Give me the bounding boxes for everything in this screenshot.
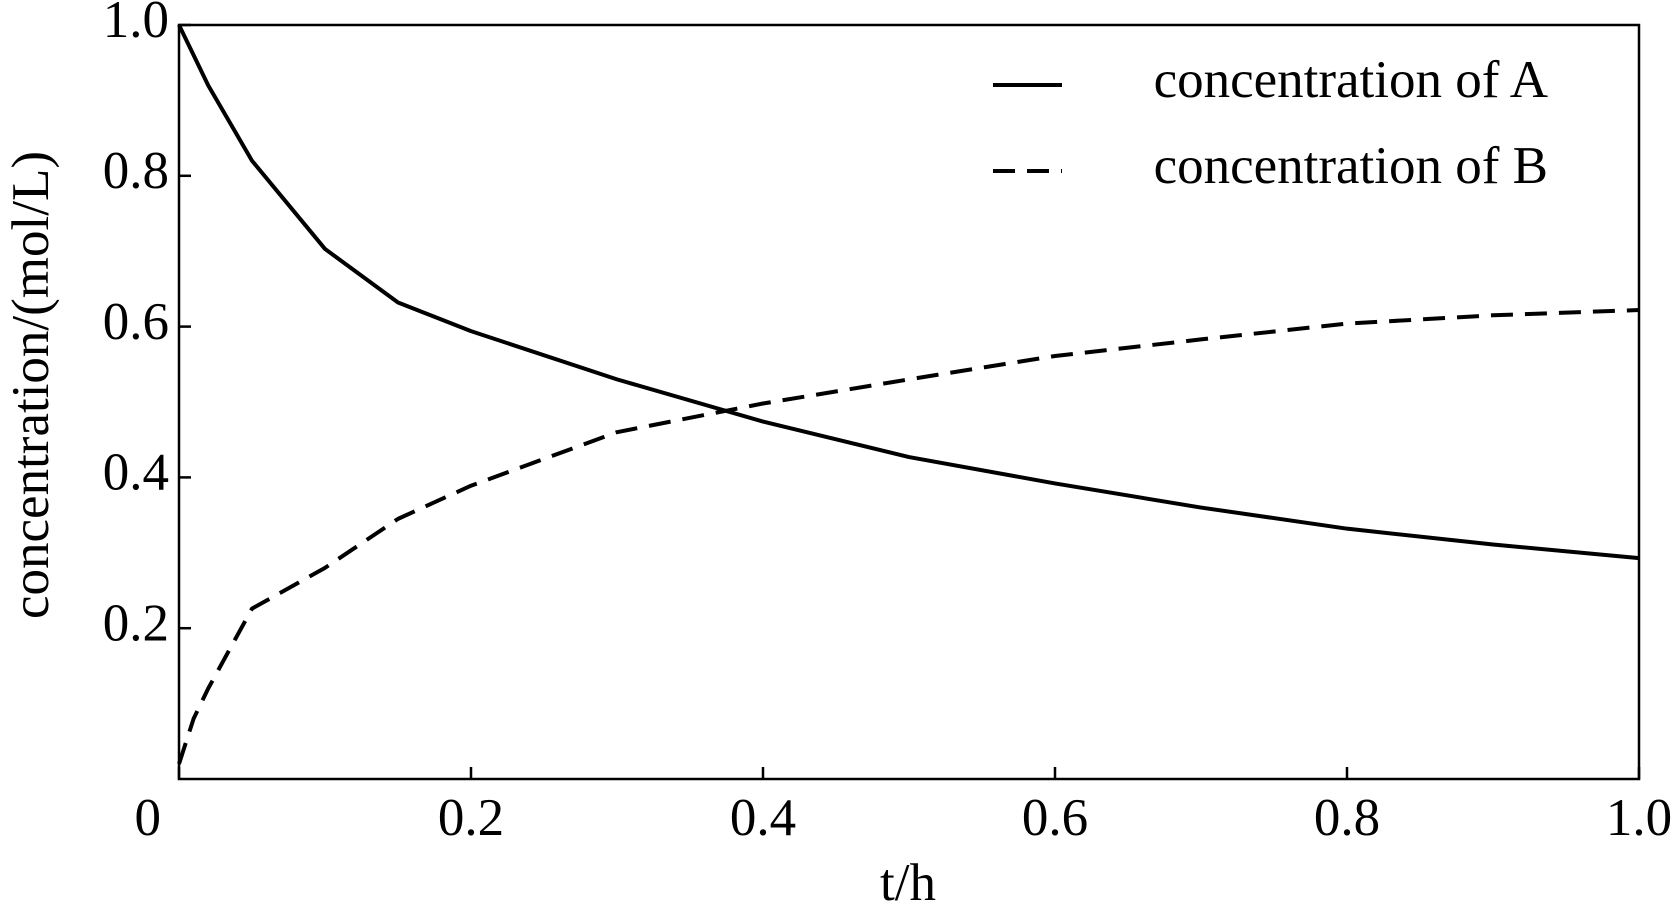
x-tick-label: 0.8 (1314, 789, 1380, 847)
x-tick-label: 0.2 (438, 789, 504, 847)
y-axis-label: concentration/(mol/L) (2, 151, 60, 619)
legend-label: concentration of A (1154, 51, 1548, 109)
x-tick-label: 0 (135, 789, 162, 847)
series-line (177, 308, 1640, 765)
x-axis-label: t/h (880, 854, 936, 912)
x-tick-label: 1.0 (1606, 789, 1672, 847)
y-tick-label: 0.6 (103, 293, 169, 351)
y-tick-label: 0.2 (103, 594, 169, 652)
plot-frame (177, 23, 1641, 781)
series-line (177, 24, 1640, 561)
legend-label: concentration of B (1154, 137, 1548, 195)
x-tick-label: 0.6 (1022, 789, 1088, 847)
y-tick-label: 0.4 (103, 444, 169, 502)
y-tick-label: 1.0 (103, 0, 169, 49)
x-tick-label: 0.4 (730, 789, 796, 847)
y-tick-label: 0.8 (103, 142, 169, 200)
